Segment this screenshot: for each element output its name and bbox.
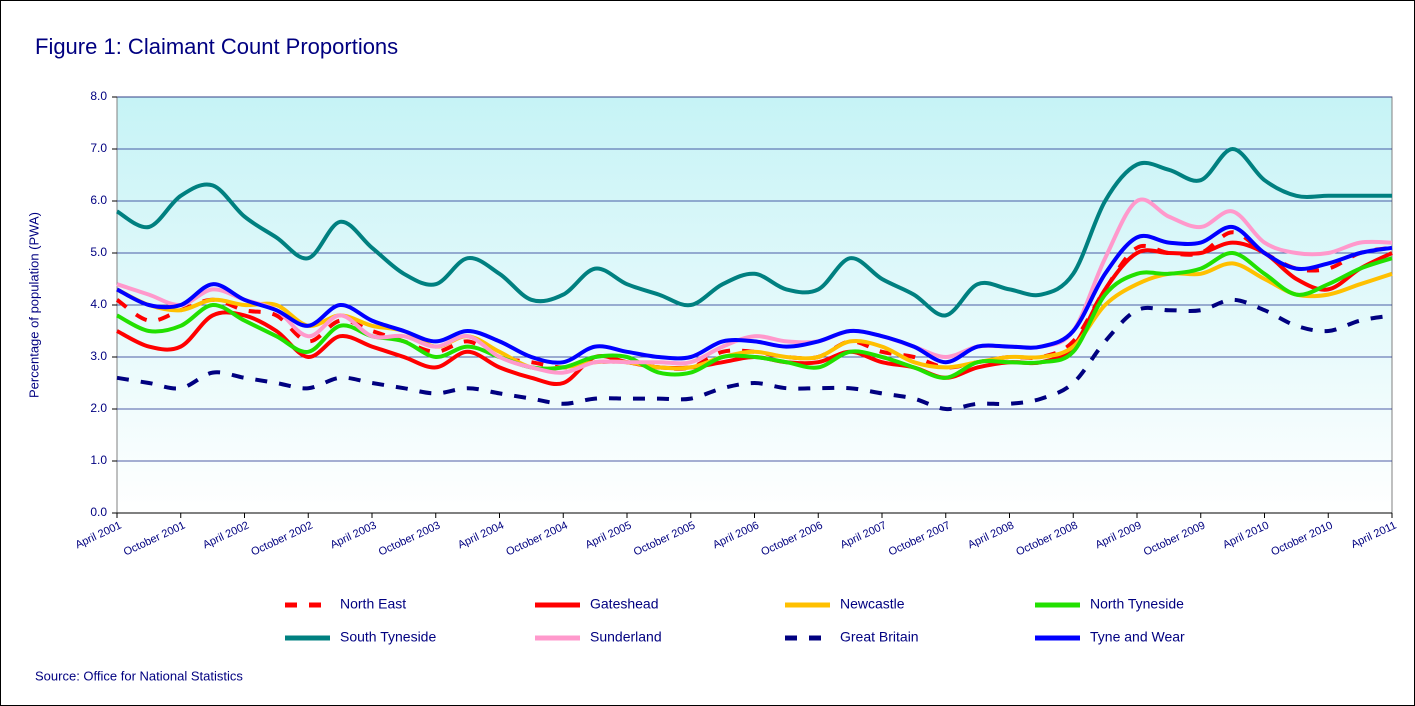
legend-label: North East — [340, 596, 406, 612]
series-line — [116, 251, 1393, 380]
legend-label: Sunderland — [590, 629, 662, 645]
legend-label: Newcastle — [840, 596, 905, 612]
legend-label: Gateshead — [590, 596, 659, 612]
y-tick-label: 7.0 — [90, 141, 107, 155]
series-line — [116, 297, 1393, 412]
y-axis-label: Percentage of population (PWA) — [26, 212, 41, 398]
y-tick-label: 0.0 — [90, 505, 107, 519]
y-tick-label: 3.0 — [90, 349, 107, 363]
chart-title: Figure 1: Claimant Count Proportions — [35, 34, 398, 59]
y-tick-label: 8.0 — [90, 89, 107, 103]
y-tick-label: 6.0 — [90, 193, 107, 207]
y-tick-label: 2.0 — [90, 401, 107, 415]
legend-label: Great Britain — [840, 629, 919, 645]
y-tick-label: 4.0 — [90, 297, 107, 311]
source: Source: Office for National Statistics — [35, 668, 243, 683]
series-line — [116, 224, 1393, 365]
series-line — [116, 197, 1393, 375]
legend-label: Tyne and Wear — [1090, 629, 1185, 645]
y-tick-label: 5.0 — [90, 245, 107, 259]
y-tick-label: 1.0 — [90, 453, 107, 467]
legend-label: South Tyneside — [340, 629, 436, 645]
series-line — [115, 147, 1392, 318]
legend-label: North Tyneside — [1090, 596, 1184, 612]
series-line — [115, 230, 1393, 371]
